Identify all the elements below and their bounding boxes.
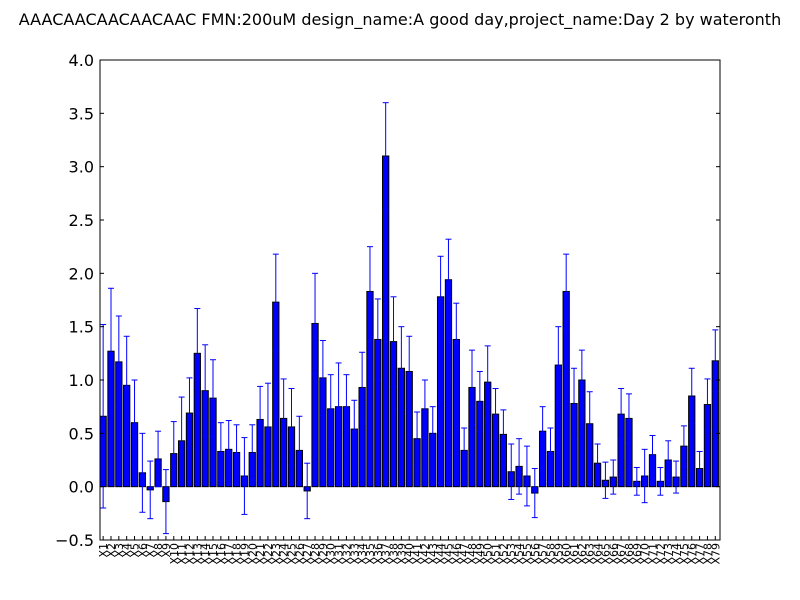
x-tick-label-x79: X79 <box>709 543 722 565</box>
x-tick-label-x20: X20 <box>246 543 259 565</box>
x-tick-label-x28: X28 <box>309 543 322 565</box>
x-tick-label-x56: X56 <box>529 543 542 565</box>
x-tick-label-x32: X32 <box>340 543 353 565</box>
x-tick-label-x6: X6 <box>136 543 149 558</box>
x-tick-label-x14: X14 <box>199 543 212 565</box>
x-tick-label-x16: X16 <box>215 543 228 565</box>
x-tick-label-x42: X42 <box>419 543 432 565</box>
x-tick-label-x71: X71 <box>647 543 660 565</box>
x-tick-label-x52: X52 <box>497 543 510 565</box>
x-tick-label-x17: X17 <box>223 543 236 565</box>
x-tick-label-x53: X53 <box>505 543 518 565</box>
x-tick-label-x78: X78 <box>701 543 714 565</box>
x-tick-label-x75: X75 <box>678 543 691 565</box>
x-tick-label-x34: X34 <box>356 543 369 565</box>
x-tick-label-x44: X44 <box>435 543 448 565</box>
x-tick-label-x12: X12 <box>183 543 196 565</box>
x-tick-label-x61: X61 <box>568 543 581 565</box>
x-tick-label-x39: X39 <box>395 543 408 565</box>
x-tick-label-x64: X64 <box>592 543 605 565</box>
x-tick-label-x58: X58 <box>544 543 557 565</box>
x-tick-label-x19: X19 <box>238 543 251 565</box>
x-tick-label-x62: X62 <box>576 543 589 565</box>
x-tick-label-x59: X59 <box>552 543 565 565</box>
x-tick-label-x1: X1 <box>97 543 110 558</box>
x-tick-label-x2: X2 <box>105 543 118 558</box>
x-tick-label-x5: X5 <box>129 543 142 558</box>
x-tick-label-x38: X38 <box>388 543 401 565</box>
x-tick-label-x57: X57 <box>537 543 550 565</box>
x-tick-label-x31: X31 <box>333 543 346 565</box>
x-tick-label-x15: X15 <box>207 543 220 565</box>
x-tick-label-x37: X37 <box>380 543 393 565</box>
x-tick-label-x65: X65 <box>599 543 612 565</box>
y-tick-label: −0.5 <box>55 531 94 550</box>
x-tick-label-x33: X33 <box>348 543 361 565</box>
x-tick-label-x21: X21 <box>254 543 267 565</box>
x-tick-label-x23: X23 <box>270 543 283 565</box>
x-tick-label-x73: X73 <box>662 543 675 565</box>
x-tick-label-x25: X25 <box>285 543 298 565</box>
x-tick-label-x66: X66 <box>607 543 620 565</box>
x-tick-label-x74: X74 <box>670 543 683 565</box>
x-tick-label-x69: X69 <box>631 543 644 565</box>
x-tick-label-x43: X43 <box>427 543 440 565</box>
x-tick-label-x26: X26 <box>293 543 306 565</box>
x-tick-label-x47: X47 <box>458 543 471 565</box>
x-tick-label-x72: X72 <box>654 543 667 565</box>
x-tick-label-x76: X76 <box>686 543 699 565</box>
x-tick-label-x60: X60 <box>560 543 573 565</box>
x-tick-label-x13: X13 <box>191 543 204 565</box>
x-tick-label-x11: X11 <box>176 543 189 565</box>
x-tick-label-x54: X54 <box>513 543 526 565</box>
x-tick-label-x36: X36 <box>372 543 385 565</box>
x-tick-label-x40: X40 <box>403 543 416 565</box>
x-tick-label-x46: X46 <box>450 543 463 565</box>
x-tick-label-x24: X24 <box>278 543 291 565</box>
x-tick-label-x55: X55 <box>521 543 534 565</box>
x-tick-label-x9: X9 <box>160 543 173 558</box>
x-tick-label-x3: X3 <box>113 543 126 558</box>
x-tick-label-x67: X67 <box>615 543 628 565</box>
y-tick-label: 2.5 <box>69 211 94 230</box>
x-tick-label-x35: X35 <box>364 543 377 565</box>
x-tick-label-x50: X50 <box>482 543 495 565</box>
x-tick-label-x77: X77 <box>694 543 707 565</box>
x-tick-label-x51: X51 <box>490 543 503 565</box>
x-tick-label-x41: X41 <box>411 543 424 565</box>
y-tick-label: 1.0 <box>69 371 94 390</box>
y-tick-label: 0.5 <box>69 424 94 443</box>
x-tick-label-x27: X27 <box>301 543 314 565</box>
plot-frame <box>99 59 721 541</box>
x-tick-label-x70: X70 <box>639 543 652 565</box>
plot-area: −0.50.00.51.01.52.02.53.03.54.0X1X2X3X4X… <box>55 51 722 565</box>
x-tick-label-x45: X45 <box>442 543 455 565</box>
y-tick-label: 1.5 <box>69 318 94 337</box>
x-tick-label-x49: X49 <box>474 543 487 565</box>
y-tick-label: 0.0 <box>69 478 94 497</box>
x-tick-label-x68: X68 <box>623 543 636 565</box>
x-tick-label-x7: X7 <box>144 543 157 558</box>
chart-title: AAACAACAACAACAAC FMN:200uM design_name:A… <box>19 10 781 30</box>
y-tick-label: 4.0 <box>69 51 94 70</box>
x-tick-label-x18: X18 <box>231 543 244 565</box>
x-tick-label-x63: X63 <box>584 543 597 565</box>
x-tick-label-x8: X8 <box>152 543 165 558</box>
x-tick-label-x10: X10 <box>168 543 181 565</box>
x-tick-label-x4: X4 <box>121 543 134 558</box>
x-tick-label-x22: X22 <box>262 543 275 565</box>
x-tick-label-x30: X30 <box>325 543 338 565</box>
x-tick-label-x48: X48 <box>466 543 479 565</box>
y-tick-label: 3.0 <box>69 158 94 177</box>
y-tick-label: 2.0 <box>69 264 94 283</box>
y-tick-label: 3.5 <box>69 104 94 123</box>
x-tick-label-x29: X29 <box>317 543 330 565</box>
